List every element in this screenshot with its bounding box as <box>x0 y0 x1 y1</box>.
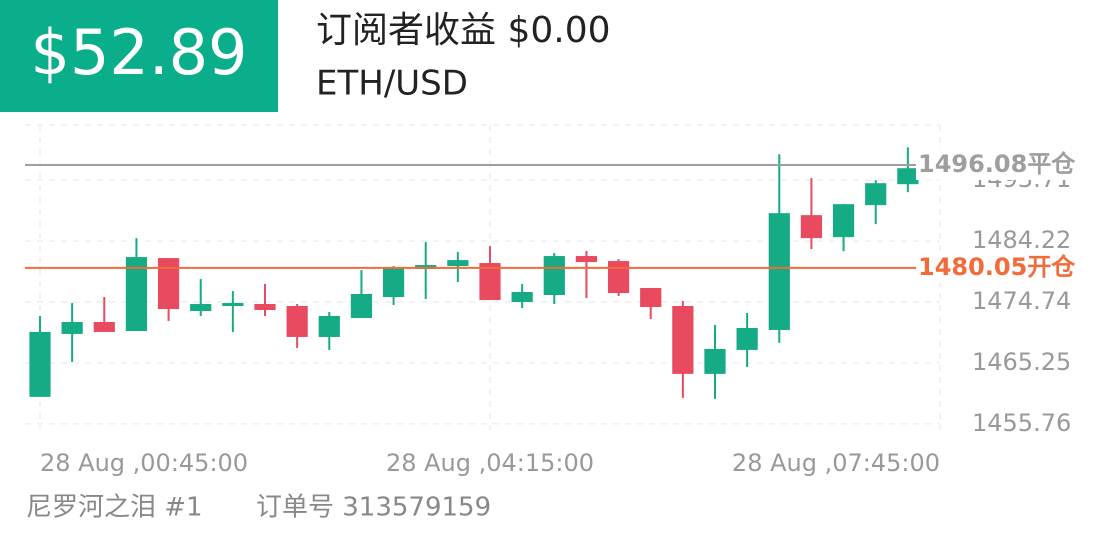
candle-body <box>125 257 148 331</box>
candle-body <box>61 321 83 334</box>
y-tick-label: 1455.76 <box>972 409 1071 437</box>
candle-body <box>704 348 726 374</box>
reference-label-bg <box>916 149 1076 180</box>
candle-body <box>800 215 823 239</box>
candle-body <box>29 331 51 397</box>
y-tick-label: 1484.22 <box>972 226 1071 254</box>
candle-body <box>511 292 533 303</box>
candle-body <box>479 263 501 301</box>
candle-body <box>768 213 790 330</box>
candle-body <box>672 306 694 374</box>
profit-box <box>0 0 278 112</box>
candle-body <box>254 304 276 310</box>
candle-body <box>222 302 244 307</box>
trader-name: 尼罗河之泪 #1 <box>26 493 203 523</box>
y-tick-label: 1465.25 <box>972 348 1071 376</box>
candle-body <box>640 288 662 307</box>
candle-body <box>350 294 373 318</box>
candle-body <box>93 321 115 332</box>
reference-label: 1480.05开仓 <box>918 253 1076 281</box>
candle-body <box>447 260 469 267</box>
x-tick-label: 28 Aug ,00:45:00 <box>40 449 248 477</box>
candle-body <box>897 168 919 185</box>
pair: ETH/USD <box>316 64 468 104</box>
candle-body <box>607 261 630 294</box>
candle-body <box>382 268 405 298</box>
x-tick-label: 28 Aug ,04:15:00 <box>386 449 594 477</box>
x-tick-label: 28 Aug ,07:45:00 <box>732 449 940 477</box>
profit: $52.89 <box>31 16 248 89</box>
order-number: 订单号 313579159 <box>256 493 491 523</box>
candle-body <box>543 256 565 296</box>
candle-body <box>865 183 887 206</box>
candle-body <box>157 258 180 310</box>
y-tick-label: 1474.74 <box>972 287 1071 315</box>
reference-label-bg <box>916 252 1076 283</box>
candle-body <box>190 304 212 312</box>
candle-body <box>575 256 598 263</box>
candle-body <box>832 204 855 238</box>
candle-body <box>286 306 308 337</box>
reference-label: 1496.08平仓 <box>918 150 1076 178</box>
candle-body <box>318 315 340 337</box>
subscriber-profit: 订阅者收益 $0.00 <box>316 10 611 51</box>
candle-body <box>736 327 758 350</box>
